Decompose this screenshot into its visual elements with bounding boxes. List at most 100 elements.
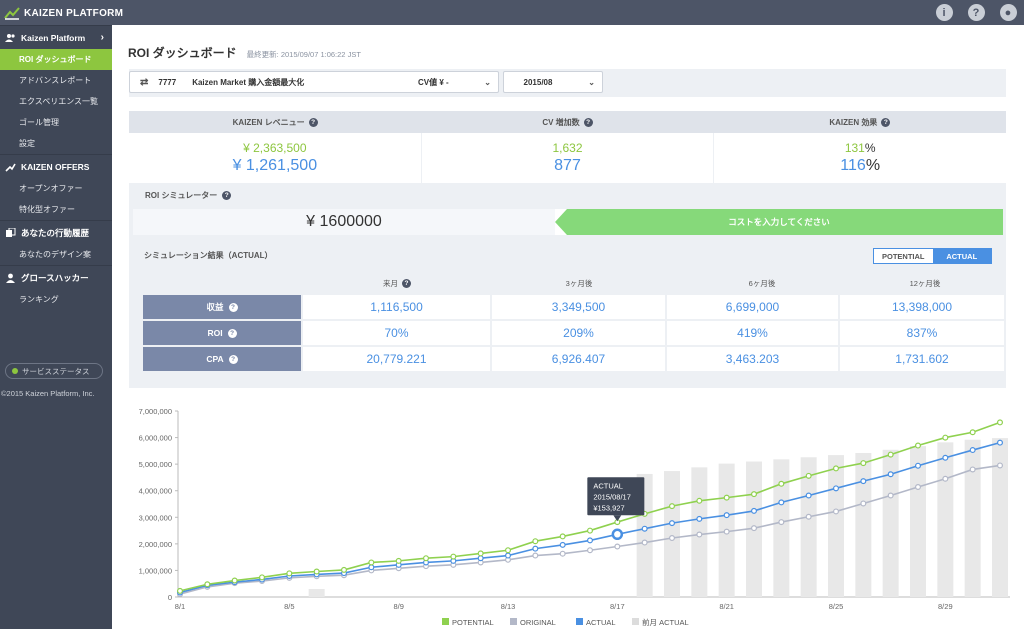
- point-potential[interactable]: [778, 480, 785, 487]
- help-icon[interactable]: ?: [228, 302, 238, 312]
- sidebar-section-0[interactable]: Kaizen Platform ›: [0, 25, 112, 49]
- point-original[interactable]: [969, 466, 976, 473]
- point-potential[interactable]: [750, 491, 757, 498]
- sidebar-item[interactable]: ゴール管理: [19, 118, 59, 127]
- experience-select[interactable]: ⇄ 7777 Kaizen Market 購入金額最大化 CV値 ¥ - ⌄: [129, 71, 499, 93]
- sidebar-item[interactable]: アドバンスレポート: [19, 76, 92, 85]
- point-actual[interactable]: [641, 525, 648, 532]
- month-select[interactable]: 2015/08 ⌄: [503, 71, 603, 93]
- info-button[interactable]: i: [928, 0, 960, 25]
- point-actual[interactable]: [969, 447, 976, 454]
- point-original[interactable]: [559, 550, 566, 557]
- point-potential[interactable]: [313, 568, 320, 575]
- legend-item[interactable]: ORIGINAL: [510, 618, 556, 627]
- help-icon[interactable]: ?: [881, 117, 891, 127]
- enter-cost-button[interactable]: コストを入力してください: [555, 209, 1003, 235]
- highlight-point[interactable]: [611, 528, 624, 541]
- point-actual[interactable]: [505, 552, 512, 559]
- point-actual[interactable]: [368, 564, 375, 571]
- point-actual[interactable]: [723, 512, 730, 519]
- point-potential[interactable]: [477, 550, 484, 557]
- point-potential[interactable]: [286, 570, 293, 577]
- sidebar-item[interactable]: 設定: [19, 139, 35, 148]
- point-actual[interactable]: [832, 485, 839, 492]
- sidebar-item[interactable]: あなたのデザイン案: [19, 250, 91, 259]
- help-icon[interactable]: ?: [228, 354, 238, 364]
- sidebar-item[interactable]: ランキング: [19, 295, 59, 304]
- point-potential[interactable]: [368, 559, 375, 566]
- help-icon[interactable]: ?: [308, 117, 318, 127]
- point-potential[interactable]: [587, 527, 594, 534]
- sidebar-item[interactable]: ROI ダッシュボード: [0, 49, 112, 70]
- point-actual[interactable]: [996, 439, 1003, 446]
- point-potential[interactable]: [532, 538, 539, 545]
- point-potential[interactable]: [259, 574, 266, 581]
- point-original[interactable]: [750, 525, 757, 532]
- sidebar-item[interactable]: オープンオファー: [19, 184, 83, 193]
- point-original[interactable]: [696, 531, 703, 538]
- point-potential[interactable]: [887, 451, 894, 458]
- point-potential[interactable]: [969, 429, 976, 436]
- point-original[interactable]: [532, 552, 539, 559]
- potential-toggle[interactable]: POTENTIAL: [874, 249, 933, 263]
- point-original[interactable]: [832, 508, 839, 515]
- logo[interactable]: KAIZEN PLATFORM: [4, 4, 123, 22]
- point-potential[interactable]: [423, 555, 430, 562]
- point-original[interactable]: [641, 539, 648, 546]
- point-potential[interactable]: [832, 465, 839, 472]
- point-potential[interactable]: [668, 503, 675, 510]
- point-original[interactable]: [914, 483, 921, 490]
- sidebar-item[interactable]: 特化型オファー: [19, 205, 75, 214]
- sidebar-item[interactable]: エクスペリエンス一覧: [19, 97, 99, 106]
- point-original[interactable]: [778, 519, 785, 526]
- help-icon[interactable]: ?: [583, 117, 593, 127]
- point-potential[interactable]: [450, 553, 457, 560]
- point-actual[interactable]: [668, 520, 675, 527]
- help-icon[interactable]: ?: [402, 279, 411, 288]
- point-original[interactable]: [668, 535, 675, 542]
- user-button[interactable]: ●: [992, 0, 1024, 25]
- point-potential[interactable]: [505, 547, 512, 554]
- cost-input[interactable]: ¥ 1600000: [133, 209, 555, 235]
- point-potential[interactable]: [942, 434, 949, 441]
- point-original[interactable]: [860, 500, 867, 507]
- point-actual[interactable]: [914, 462, 921, 469]
- point-actual[interactable]: [778, 499, 785, 506]
- point-potential[interactable]: [860, 460, 867, 467]
- sidebar-section-3[interactable]: グロースハッカー: [0, 265, 112, 289]
- help-icon[interactable]: ?: [222, 190, 232, 200]
- sidebar-section-2[interactable]: あなたの行動履歴: [0, 220, 112, 244]
- point-actual[interactable]: [860, 478, 867, 485]
- actual-toggle[interactable]: ACTUAL: [932, 249, 991, 263]
- point-actual[interactable]: [887, 471, 894, 478]
- point-potential[interactable]: [996, 419, 1003, 426]
- point-original[interactable]: [805, 513, 812, 520]
- point-actual[interactable]: [805, 492, 812, 499]
- point-original[interactable]: [587, 547, 594, 554]
- help-icon[interactable]: ?: [227, 328, 237, 338]
- point-potential[interactable]: [559, 533, 566, 540]
- point-actual[interactable]: [587, 537, 594, 544]
- point-original[interactable]: [996, 462, 1003, 469]
- point-original[interactable]: [887, 492, 894, 499]
- legend-item[interactable]: ACTUAL: [576, 618, 616, 627]
- point-original[interactable]: [723, 528, 730, 535]
- help-button[interactable]: ?: [960, 0, 992, 25]
- point-original[interactable]: [942, 475, 949, 482]
- point-potential[interactable]: [341, 566, 348, 573]
- legend-item[interactable]: 前月 ACTUAL: [632, 617, 689, 627]
- point-actual[interactable]: [750, 507, 757, 514]
- point-actual[interactable]: [477, 555, 484, 562]
- legend-item[interactable]: POTENTIAL: [442, 618, 494, 627]
- point-potential[interactable]: [805, 472, 812, 479]
- service-status-button[interactable]: サービスステータス: [5, 363, 103, 379]
- point-potential[interactable]: [395, 557, 402, 564]
- point-potential[interactable]: [696, 497, 703, 504]
- point-potential[interactable]: [723, 494, 730, 501]
- point-potential[interactable]: [204, 581, 211, 588]
- point-actual[interactable]: [559, 541, 566, 548]
- point-potential[interactable]: [914, 442, 921, 449]
- point-potential[interactable]: [176, 587, 183, 594]
- point-actual[interactable]: [942, 454, 949, 461]
- point-original[interactable]: [614, 543, 621, 550]
